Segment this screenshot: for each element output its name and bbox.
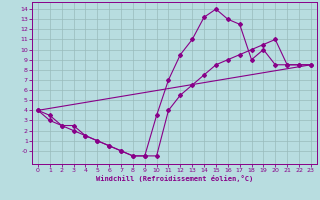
X-axis label: Windchill (Refroidissement éolien,°C): Windchill (Refroidissement éolien,°C) xyxy=(96,175,253,182)
